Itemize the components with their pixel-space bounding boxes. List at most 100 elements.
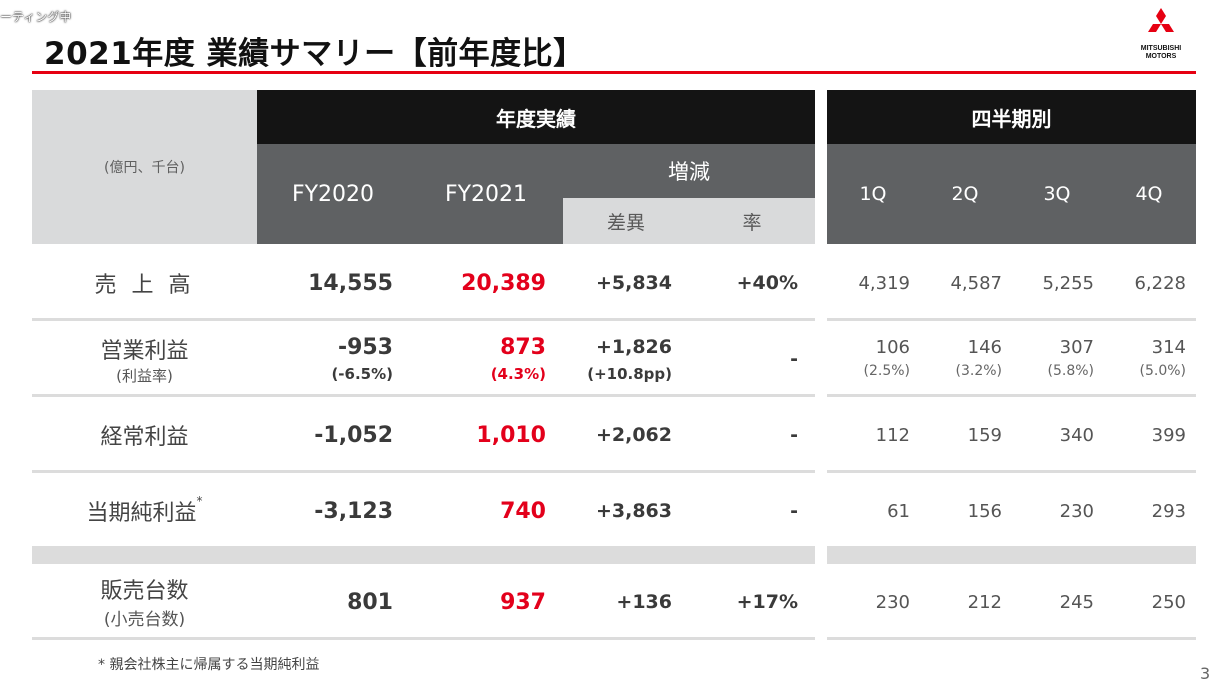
ordinary-income-q4: 399 [1151, 424, 1186, 446]
operating-income-fy2021: 873 [409, 333, 546, 361]
net-sales-fy2020: 14,555 [308, 270, 393, 296]
unit-sales-fy2021: 937 [500, 589, 546, 615]
fy2021-label: FY2021 [444, 181, 528, 207]
net-income-q2: 156 [967, 500, 1002, 522]
rate-header: 率 [689, 198, 815, 244]
quarterly-header: 四半期別 [827, 90, 1196, 144]
net-income-q1: 61 [887, 500, 910, 522]
ordinary-income-fy2020: -1,052 [314, 422, 393, 448]
net-income-q3: 230 [1059, 500, 1094, 522]
operating-margin-fy2020-value: (-6.5%) [331, 365, 393, 383]
q1-header: 1Q [859, 183, 887, 205]
unit-sales-fy2020: 801 [347, 589, 393, 615]
net-sales-q4: 6,228 [1134, 272, 1186, 294]
net-income-diff: +3,863 [595, 500, 672, 522]
unit-sales-q2: 212 [967, 591, 1002, 613]
row-separator [32, 470, 815, 473]
section-divider-band [827, 546, 1196, 564]
quarterly-label: 四半期別 [971, 106, 1052, 131]
row-separator [827, 394, 1196, 397]
q3-header: 3Q [1043, 183, 1071, 205]
annual-results-label: 年度実績 [496, 106, 576, 131]
net-sales-q2: 4,587 [950, 272, 1002, 294]
row-separator [32, 318, 815, 321]
page-number: 3 [1200, 664, 1211, 683]
logo-text-line2: MOTORS [1145, 53, 1177, 60]
operating-margin-q2: (3.2%) [955, 363, 1003, 379]
row-separator [827, 637, 1196, 640]
operating-margin-fy2021-value: (4.3%) [490, 365, 546, 383]
row-label-net-sales: 売 上 高 [94, 273, 195, 298]
ordinary-income-q2: 159 [967, 424, 1002, 446]
operating-income-q3: 307 [1059, 336, 1094, 358]
row-separator [827, 470, 1196, 473]
row-label-net-income: 当期純利益 * [32, 490, 257, 532]
unit-sales-q4: 250 [1151, 591, 1186, 613]
fy2020-label: FY2020 [291, 181, 375, 207]
net-sales-rate: +40% [736, 272, 798, 294]
net-income-rate: - [790, 500, 798, 522]
fy2020-header: FY2020 [257, 144, 409, 244]
meeting-status-overlay: ーティング中 [0, 10, 72, 24]
ordinary-income-fy2021: 1,010 [476, 422, 546, 448]
ordinary-income-rate: - [790, 424, 798, 446]
retail-sales-label: (小売台数) [103, 609, 186, 630]
units-header-cell: (億円、千台) [32, 90, 257, 244]
rate-label: 率 [742, 211, 762, 234]
unit-sales-diff: +136 [616, 591, 672, 613]
net-income-fy2020: -3,123 [314, 498, 393, 524]
net-income-footnote-mark: * [196, 494, 203, 508]
ordinary-income-q1: 112 [875, 424, 910, 446]
operating-income-label: 営業利益 [100, 338, 189, 364]
operating-margin-fy2020: (-6.5%) [257, 362, 393, 386]
company-logo: MITSUBISHI MOTORS [1136, 8, 1186, 62]
operating-margin-q1: (2.5%) [863, 363, 911, 379]
operating-income-rate: - [790, 348, 798, 370]
quarter-columns-header: 1Q 2Q 3Q 4Q [827, 144, 1196, 244]
footnote: * 親会社株主に帰属する当期純利益 [98, 657, 320, 673]
q2-header: 2Q [951, 183, 979, 205]
row-separator [32, 637, 815, 640]
row-separator [827, 318, 1196, 321]
unit-sales-rate: +17% [736, 591, 798, 613]
operating-income-q4: 314 [1151, 336, 1186, 358]
unit-sales-q3: 245 [1059, 591, 1094, 613]
operating-income-diff-value: +1,826 [595, 336, 672, 358]
change-header: 増減 [563, 144, 815, 198]
ordinary-income-q3: 340 [1059, 424, 1094, 446]
three-diamonds-logo-icon [1148, 8, 1174, 32]
unit-sales-label: 販売台数 [100, 578, 189, 604]
net-income-fy2021: 740 [500, 498, 546, 524]
row-label-operating-income: 営業利益 (利益率) [32, 330, 257, 388]
row-separator [32, 394, 815, 397]
operating-margin-q3: (5.8%) [1047, 363, 1095, 379]
row-label-unit-sales: 販売台数 (小売台数) [32, 572, 257, 630]
net-sales-fy2021: 20,389 [461, 270, 546, 296]
net-income-label: 当期純利益 [86, 501, 197, 526]
operating-margin-diff: (+10.8pp) [563, 362, 672, 386]
operating-income-q2: 146 [967, 336, 1002, 358]
operating-income-diff: +1,826 [563, 333, 672, 361]
diff-header: 差異 [563, 198, 689, 244]
change-label: 増減 [668, 160, 710, 184]
operating-margin-diff-value: (+10.8pp) [587, 365, 672, 383]
section-divider-band [32, 546, 815, 564]
net-income-q4: 293 [1151, 500, 1186, 522]
row-label-ordinary-income: 経常利益 [100, 425, 189, 450]
operating-income-q1: 106 [875, 336, 910, 358]
ordinary-income-diff: +2,062 [595, 424, 672, 446]
logo-text-line1: MITSUBISHI [1140, 45, 1182, 52]
page-title: 2021年度 業績サマリー【前年度比】 [44, 36, 585, 72]
operating-income-fy2020-value: -953 [337, 334, 393, 360]
net-sales-q1: 4,319 [858, 272, 910, 294]
net-sales-diff: +5,834 [595, 272, 672, 294]
diff-label: 差異 [606, 211, 645, 234]
net-sales-q3: 5,255 [1042, 272, 1094, 294]
title-underline [32, 71, 1196, 74]
q4-header: 4Q [1135, 183, 1163, 205]
fy2021-header: FY2021 [409, 144, 563, 244]
operating-margin-label: (利益率) [116, 366, 173, 385]
operating-margin-q4: (5.0%) [1139, 363, 1187, 379]
operating-income-fy2021-value: 873 [500, 334, 546, 360]
annual-results-header: 年度実績 [257, 90, 815, 144]
